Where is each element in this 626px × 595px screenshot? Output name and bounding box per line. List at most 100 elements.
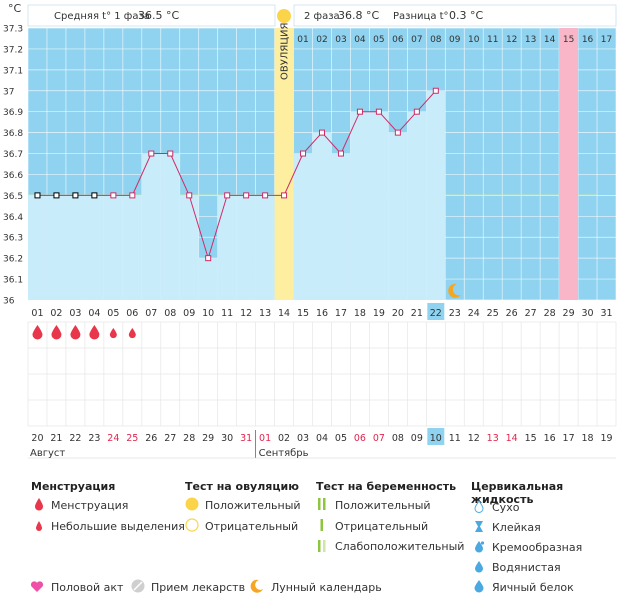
calendar-date-label: 31 <box>240 433 252 444</box>
phase2-day-label: 02 <box>316 35 327 45</box>
legend-fluid-eggwhite: Яичный белок <box>492 581 574 594</box>
cycle-day-label: 15 <box>297 308 309 319</box>
cycle-day-label: 25 <box>487 308 499 319</box>
calendar-date-label: 10 <box>430 433 442 444</box>
y-tick-label: 36.3 <box>3 234 23 244</box>
ovulation-label: ОВУЛЯЦИЯ <box>280 23 291 81</box>
temp-bar <box>103 195 123 300</box>
legend-lunar: Лунный календарь <box>271 581 382 594</box>
legend-pregtest-positive: Положительный <box>335 499 431 512</box>
cycle-day-label: 02 <box>50 308 62 319</box>
temp-bar <box>331 153 351 300</box>
phase2-day-label: 08 <box>430 35 442 45</box>
cycle-day-label: 30 <box>582 308 594 319</box>
temp-bar <box>65 195 85 300</box>
calendar-date-label: 29 <box>202 433 214 444</box>
temperature-point <box>34 192 41 199</box>
temperature-point <box>167 150 174 157</box>
calendar-date-label: 04 <box>316 433 328 444</box>
phase2-day-label: 03 <box>335 35 346 45</box>
phase2-day-label: 15 <box>563 35 574 45</box>
cycle-day-label: 13 <box>259 308 271 319</box>
calendar-date-label: 13 <box>487 433 499 444</box>
y-tick-label: 36.9 <box>3 108 23 118</box>
temp-bar <box>236 195 256 300</box>
calendar-date-label: 17 <box>563 433 575 444</box>
menstruation-drop-icon <box>51 325 62 340</box>
cycle-day-label: 24 <box>468 308 480 319</box>
temperature-point <box>129 192 136 199</box>
bbt-chart: ОВУЛЯЦИЯ 37.337.237.13736.936.836.736.63… <box>3 2 617 459</box>
y-unit-label: °C <box>8 2 22 15</box>
calendar-date-label: 24 <box>107 433 119 444</box>
temperature-point <box>53 192 60 199</box>
phase2-day-label: 07 <box>411 35 422 45</box>
temperature-point <box>375 108 382 115</box>
temperature-point <box>300 150 307 157</box>
heart-icon <box>30 581 44 592</box>
temperature-point <box>110 192 117 199</box>
temperature-point <box>319 129 325 136</box>
calendar-date-label: 12 <box>468 433 480 444</box>
diff-value: 0.3 °C <box>449 9 483 22</box>
sun-positive-icon <box>185 497 199 511</box>
legend-fluid-sticky: Клейкая <box>492 521 541 534</box>
phase2-day-label: 06 <box>392 35 404 45</box>
temperature-point <box>91 192 98 199</box>
svg-text:Средняя t° 1 фаза: Средняя t° 1 фаза <box>54 11 150 22</box>
temp-bar <box>312 132 332 300</box>
temperature-point <box>262 192 269 199</box>
calendar-date-label: 07 <box>373 433 385 444</box>
legend-pregtest-negative: Отрицательный <box>335 520 429 533</box>
temp-bar <box>388 132 408 300</box>
cycle-day-label: 29 <box>563 308 575 319</box>
calendar-date-label: 09 <box>411 433 423 444</box>
legend-fluid-dry: Сухо <box>492 501 520 514</box>
calendar-date-label: 05 <box>335 433 347 444</box>
month-september: Сентябрь <box>259 448 309 459</box>
cycle-day-label: 06 <box>126 308 138 319</box>
cycle-day-label: 26 <box>506 308 518 319</box>
cycle-day-label: 17 <box>335 308 347 319</box>
drop-icon <box>35 498 43 511</box>
temp-bar <box>28 195 47 300</box>
temperature-point <box>281 192 288 199</box>
y-tick-label: 37.2 <box>3 45 23 55</box>
temperature-point <box>224 192 231 199</box>
calendar-date-label: 02 <box>278 433 290 444</box>
calendar-date-label: 23 <box>88 433 100 444</box>
phase2-day-label: 11 <box>487 35 498 45</box>
calendar-date-label: 03 <box>297 433 309 444</box>
spotting-drop-icon <box>109 328 117 339</box>
ovulation-column <box>274 28 294 300</box>
cycle-day-label: 08 <box>164 308 176 319</box>
temperature-point <box>205 255 212 262</box>
cycle-day-label: 12 <box>240 308 252 319</box>
legend-ovtest-positive: Положительный <box>205 499 301 512</box>
legend-ovtest-negative: Отрицательный <box>205 520 299 533</box>
temp-bar <box>255 195 275 300</box>
creamy-drop-icon <box>475 541 485 553</box>
temperature-point <box>337 150 344 157</box>
pill-icon <box>131 579 145 593</box>
phase2-day-label: 09 <box>449 35 461 45</box>
phase2-day-label: 05 <box>373 35 384 45</box>
sun-negative-icon <box>185 518 199 532</box>
calendar-date-label: 20 <box>31 433 43 444</box>
calendar-date-label: 08 <box>392 433 404 444</box>
moon-icon <box>448 283 461 298</box>
phase2-day-label: 16 <box>582 35 594 45</box>
cycle-day-label: 05 <box>107 308 119 319</box>
temperature-point <box>432 87 439 94</box>
cycle-day-label: 16 <box>316 308 328 319</box>
legend-pregtest-title: Тест на беременность <box>316 480 457 493</box>
y-tick-label: 37 <box>3 87 14 97</box>
spotting-drop-icon <box>128 328 136 339</box>
cycle-day-label: 04 <box>88 308 100 319</box>
moon-icon <box>250 579 263 593</box>
cycle-day-label: 01 <box>31 308 43 319</box>
legend-menstr-item: Менструация <box>51 499 129 512</box>
legend-spotting-item: Небольшие выделения <box>51 520 185 533</box>
small-drop-icon <box>36 521 42 531</box>
temp-bar <box>369 111 389 300</box>
